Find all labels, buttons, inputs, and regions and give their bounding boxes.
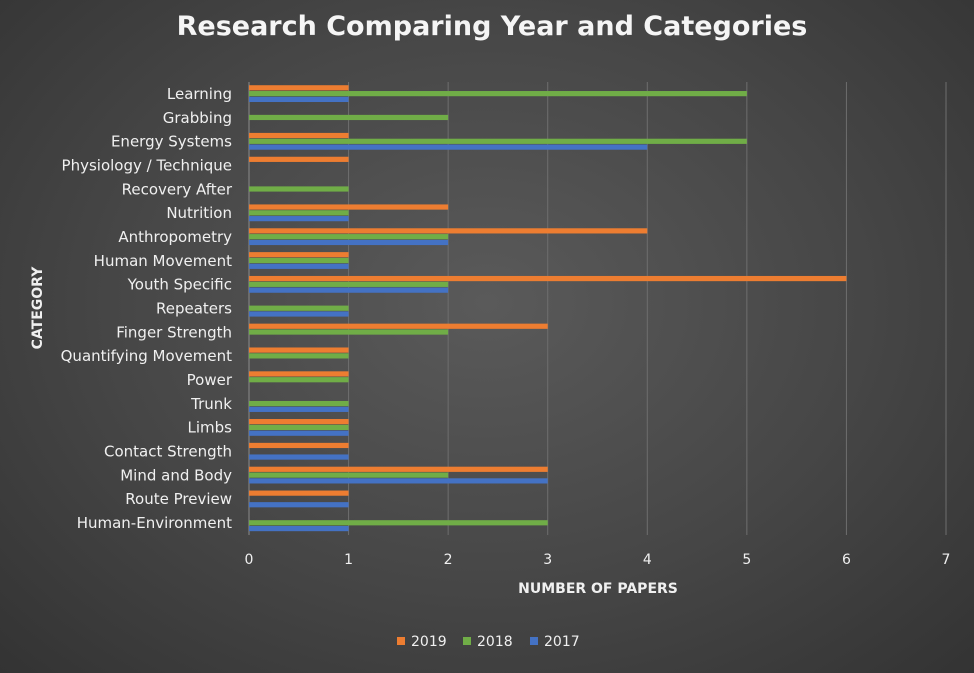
category-label: Contact Strength <box>104 443 232 461</box>
x-axis-title: NUMBER OF PAPERS <box>518 581 678 597</box>
x-tick-label: 3 <box>543 552 552 568</box>
x-tick-label: 7 <box>942 552 951 568</box>
category-label: Human-Environment <box>77 514 232 532</box>
bar-2017 <box>249 96 349 103</box>
bar-2018 <box>249 377 349 383</box>
bar-2018 <box>249 257 349 264</box>
bar-2019 <box>249 228 648 234</box>
bar-2019 <box>249 490 349 496</box>
y-axis-title: CATEGORY <box>30 266 46 350</box>
chart-title: Research Comparing Year and Categories <box>177 11 808 42</box>
bar-2017 <box>249 454 349 460</box>
category-label: Grabbing <box>163 109 232 127</box>
bar-2019 <box>249 323 548 329</box>
bar-2017 <box>249 478 548 484</box>
bar-2019 <box>249 204 449 210</box>
category-label: Learning <box>167 85 232 103</box>
bar-2017 <box>249 311 349 317</box>
bar-2017 <box>249 287 449 293</box>
bar-2018 <box>249 114 449 121</box>
category-label: Mind and Body <box>120 466 232 484</box>
bar-2017 <box>249 406 349 412</box>
category-label: Youth Specific <box>127 276 232 294</box>
category-label: Quantifying Movement <box>61 347 232 365</box>
x-tick-label: 6 <box>842 552 851 568</box>
legend-label: 2018 <box>477 634 513 650</box>
bar-2018 <box>249 472 449 478</box>
category-label: Route Preview <box>125 490 232 508</box>
bar-2018 <box>249 424 349 431</box>
category-label: Finger Strength <box>116 323 232 341</box>
bar-2018 <box>249 353 349 359</box>
bar-2019 <box>249 132 349 139</box>
x-tick-label: 4 <box>643 552 652 568</box>
bars <box>249 85 847 532</box>
bar-2017 <box>249 216 349 222</box>
category-label: Limbs <box>188 419 233 437</box>
category-labels: Learning Grabbing Energy Systems Physiology… <box>61 85 233 532</box>
legend-label: 2019 <box>411 634 447 650</box>
legend-swatch-2018 <box>463 637 471 645</box>
bar-2017 <box>249 525 349 532</box>
bar-2018 <box>249 400 349 407</box>
x-tick-label: 2 <box>444 552 453 568</box>
bar-2019 <box>249 252 349 258</box>
category-label: Repeaters <box>156 300 232 318</box>
category-label: Nutrition <box>166 204 232 222</box>
bar-2018 <box>249 186 349 192</box>
bar-2019 <box>249 442 349 449</box>
category-label: Human Movement <box>94 252 232 270</box>
legend-label: 2017 <box>544 634 580 650</box>
bar-2019 <box>249 275 847 282</box>
x-tick-label: 1 <box>344 552 353 568</box>
bar-2017 <box>249 502 349 508</box>
bar-2018 <box>249 234 449 240</box>
legend: 2019 2018 2017 <box>397 634 580 650</box>
bar-2018 <box>249 210 349 216</box>
legend-swatch-2019 <box>397 637 405 645</box>
bar-2018 <box>249 520 548 526</box>
x-tick-label: 0 <box>245 552 254 568</box>
bar-2019 <box>249 371 349 377</box>
category-label: Energy Systems <box>111 133 232 151</box>
legend-swatch-2017 <box>530 637 538 645</box>
category-label: Trunk <box>190 395 232 413</box>
x-tick-label: 5 <box>742 552 751 568</box>
bar-2019 <box>249 419 349 425</box>
bar-2019 <box>249 347 349 353</box>
bar-2018 <box>249 281 449 287</box>
category-label: Anthropometry <box>118 228 232 246</box>
bar-2017 <box>249 263 349 269</box>
bar-2019 <box>249 156 349 162</box>
bar-2017 <box>249 239 449 246</box>
bar-2018 <box>249 138 747 144</box>
bar-2017 <box>249 144 648 150</box>
bar-2018 <box>249 329 449 335</box>
category-label: Physiology / Technique <box>62 156 232 174</box>
bar-2017 <box>249 430 349 436</box>
bar-2018 <box>249 305 349 311</box>
x-tick-labels: 0 1 2 3 4 5 6 7 <box>245 552 951 568</box>
bar-2019 <box>249 466 548 472</box>
bar-2018 <box>249 91 747 97</box>
category-label: Recovery After <box>122 180 233 198</box>
gridlines <box>248 82 947 535</box>
bar-2019 <box>249 85 349 91</box>
category-label: Power <box>187 371 233 389</box>
